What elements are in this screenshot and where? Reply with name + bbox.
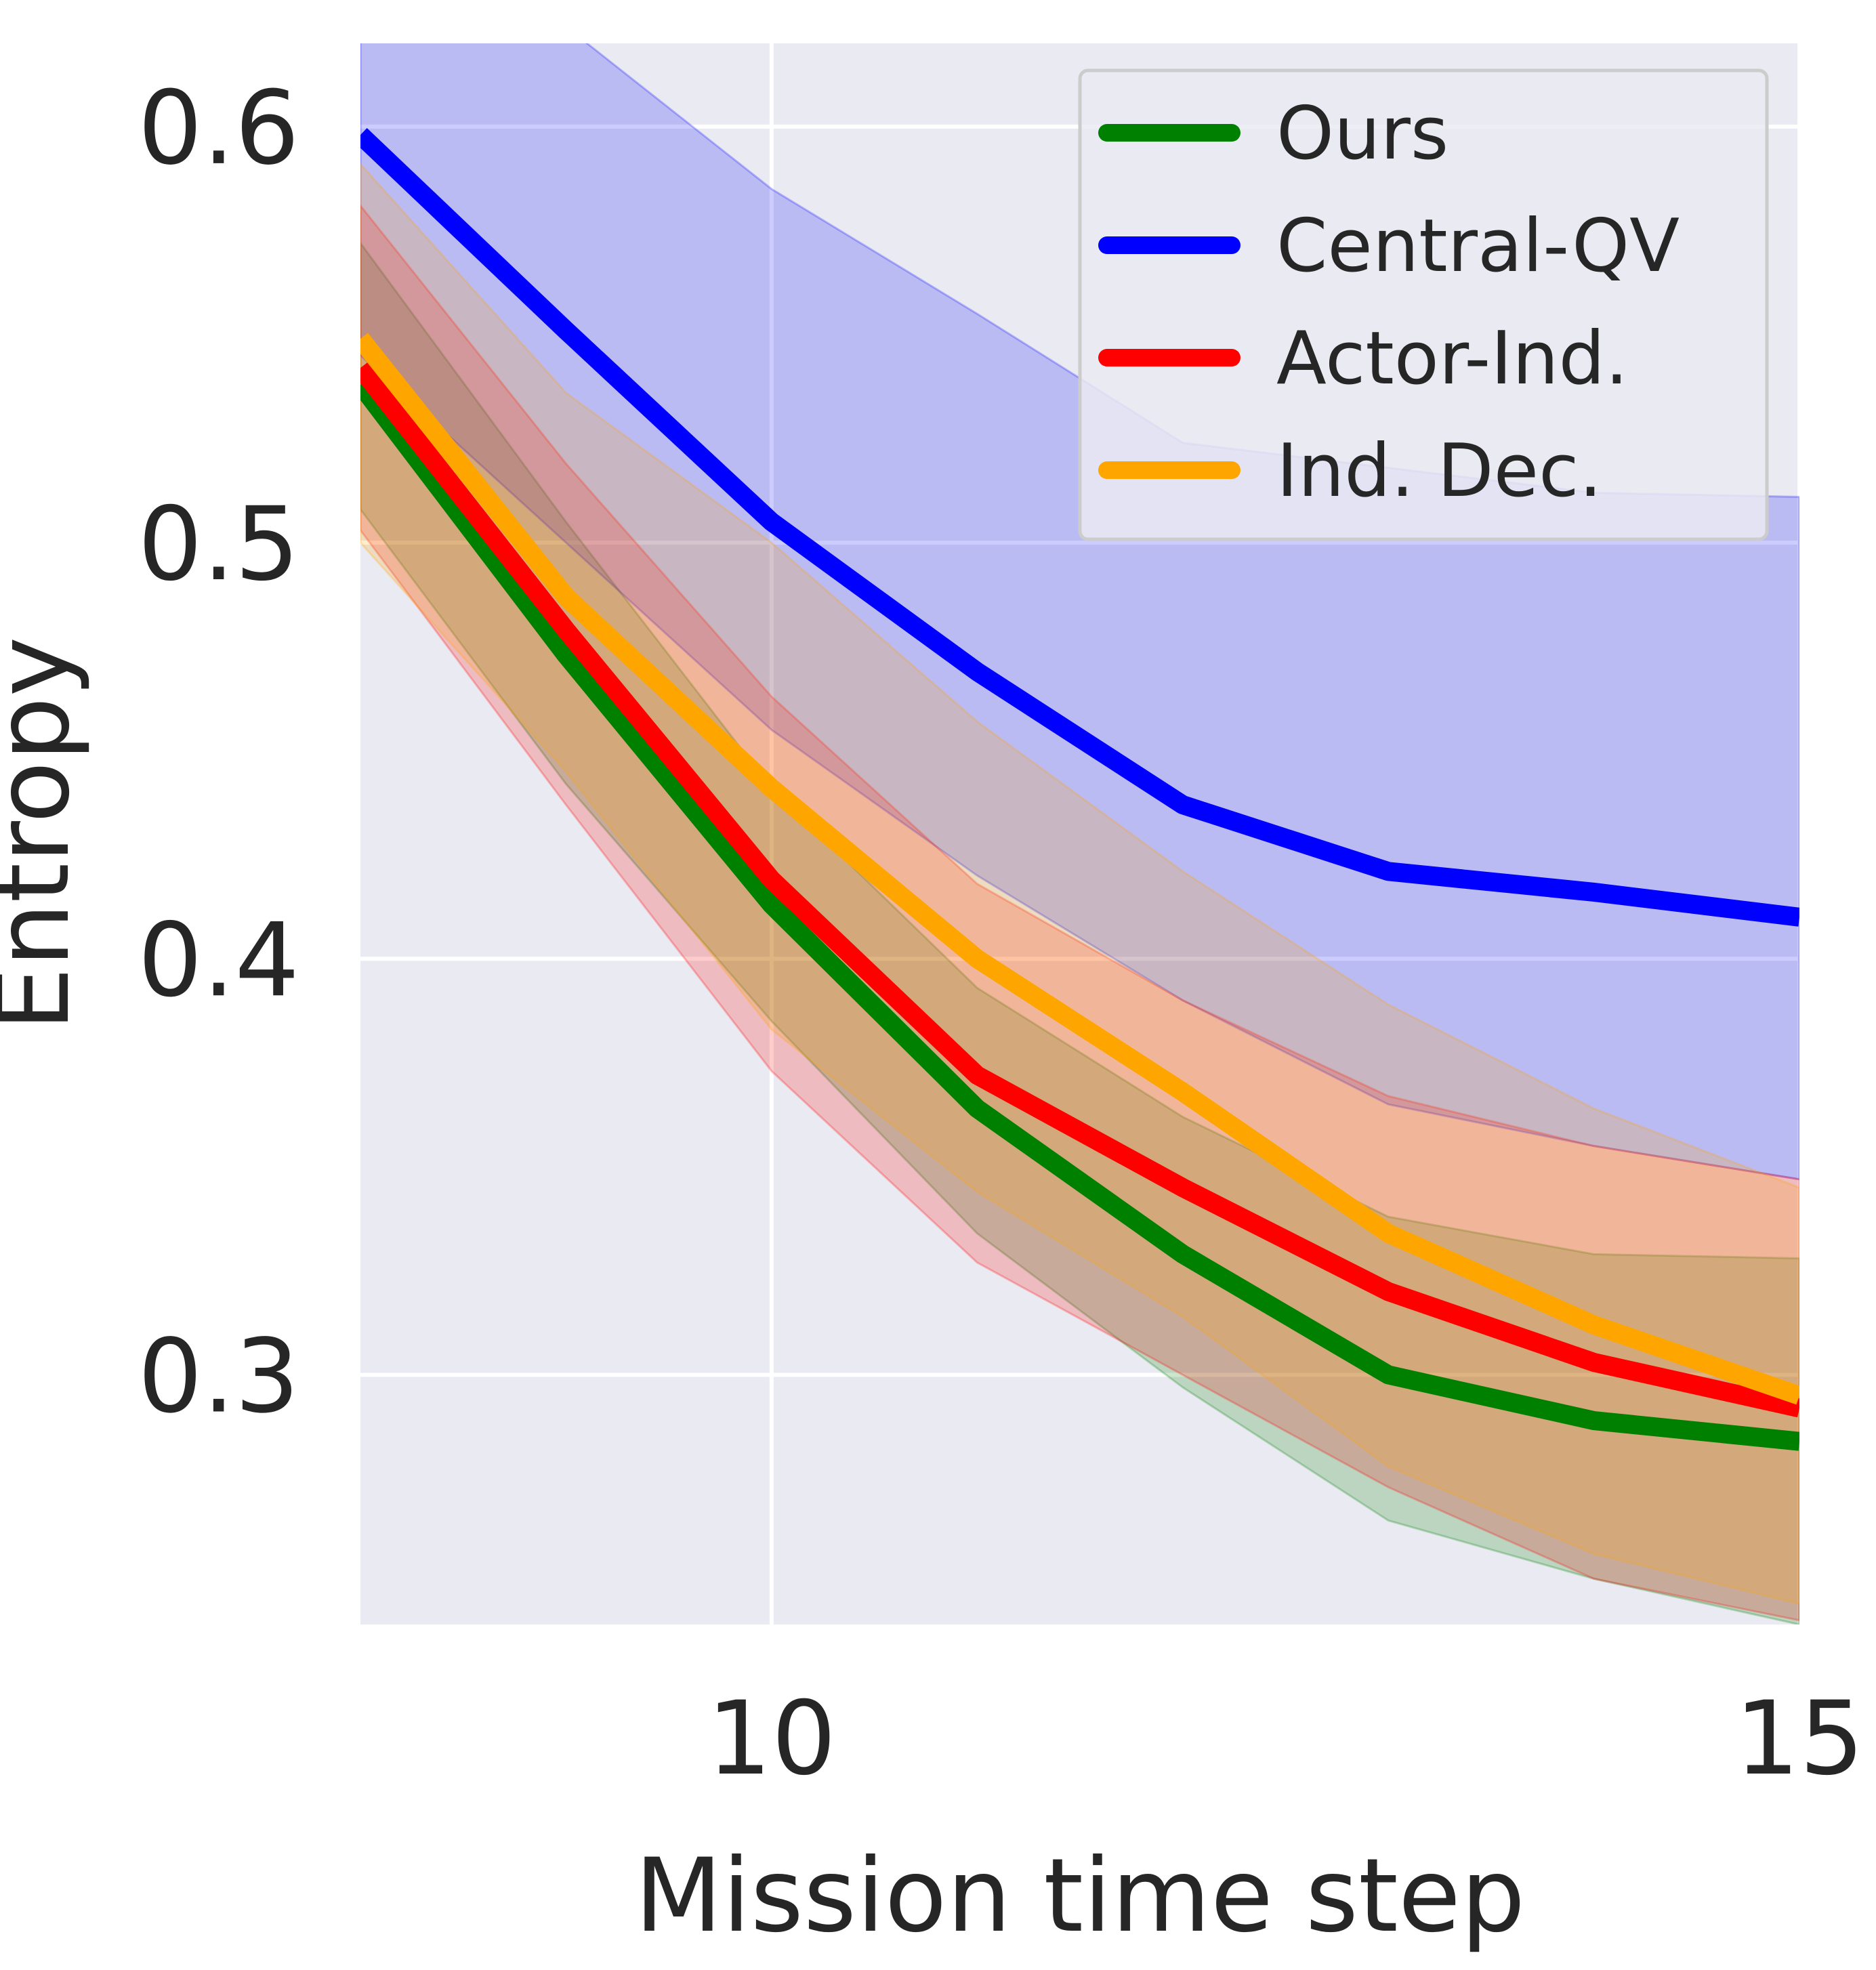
legend-label-ind-dec: Ind. Dec. — [1276, 429, 1602, 514]
y-tick-label: 0.6 — [138, 70, 299, 188]
y-tick-label: 0.5 — [138, 486, 299, 604]
legend-box — [1078, 68, 1769, 541]
band-ind-dec — [360, 162, 1799, 1605]
band-central-qv — [360, 43, 1799, 1181]
legend-label-actor-ind: Actor-Ind. — [1276, 316, 1628, 401]
legend: Ours Central-QV Actor-Ind. Ind. Dec. — [1078, 68, 1769, 541]
line-ind-dec — [360, 333, 1799, 1405]
line-ours — [360, 379, 1799, 1451]
series-lines — [360, 127, 1799, 1451]
y-axis-title: Entropy — [0, 637, 92, 1032]
x-axis-title: Mission time step — [635, 1837, 1526, 1955]
y-tick-label: 0.3 — [138, 1318, 299, 1435]
band-actor-ind — [360, 204, 1799, 1622]
band-ours — [360, 241, 1799, 1625]
line-central-qv — [360, 127, 1799, 927]
x-tick-label: 15 — [1735, 1680, 1864, 1798]
legend-label-ours: Ours — [1276, 91, 1448, 176]
tick-labels: 0.3 0.4 0.5 0.6 10 15 — [138, 70, 1864, 1798]
line-actor-ind — [360, 362, 1799, 1418]
confidence-bands — [360, 43, 1799, 1625]
legend-label-central-qv: Central-QV — [1276, 204, 1680, 289]
x-tick-label: 10 — [707, 1680, 836, 1798]
y-tick-label: 0.4 — [138, 902, 299, 1020]
